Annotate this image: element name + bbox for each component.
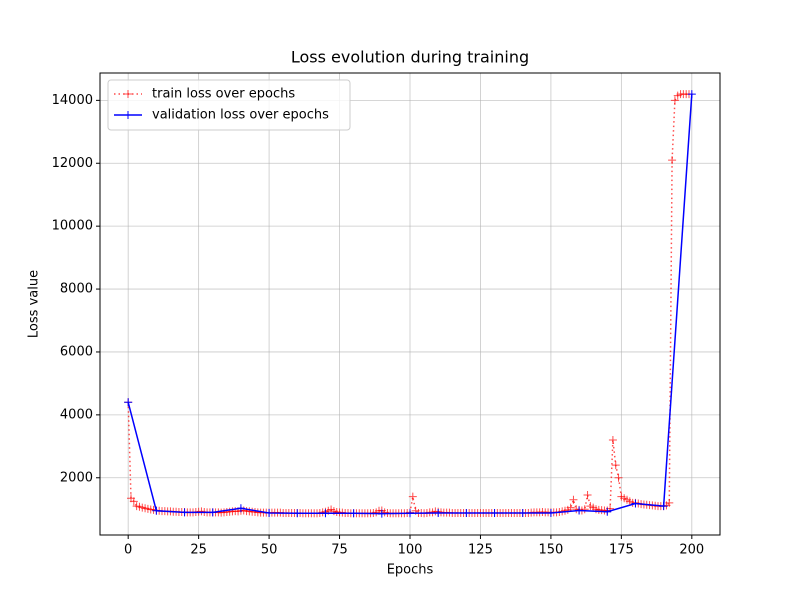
point-marker xyxy=(603,507,612,516)
plot-area xyxy=(124,90,696,518)
point-marker xyxy=(462,508,471,517)
point-marker xyxy=(265,508,274,517)
x-tick-label: 150 xyxy=(538,543,563,558)
point-marker xyxy=(490,508,499,517)
point-marker xyxy=(670,96,679,105)
legend-marker xyxy=(124,90,132,98)
y-tick-label: 6000 xyxy=(60,344,93,359)
y-tick-label: 14000 xyxy=(52,93,93,108)
x-tick-label: 200 xyxy=(679,543,704,558)
point-marker xyxy=(124,398,133,407)
legend-label: validation loss over epochs xyxy=(152,108,329,123)
x-tick-label: 100 xyxy=(398,543,423,558)
point-marker xyxy=(518,508,527,517)
point-marker xyxy=(608,436,617,445)
x-tick-label: 75 xyxy=(331,543,348,558)
point-marker xyxy=(575,506,584,515)
point-marker xyxy=(566,503,575,512)
chart-title: Loss evolution during training xyxy=(291,48,529,67)
x-axis-label: Epochs xyxy=(387,563,434,578)
point-marker xyxy=(569,495,578,504)
y-tick-label: 4000 xyxy=(60,407,93,422)
point-marker xyxy=(180,508,189,517)
x-tick-label: 50 xyxy=(261,543,278,558)
point-marker xyxy=(406,509,414,518)
x-tick-label: 0 xyxy=(124,543,132,558)
point-marker xyxy=(434,508,443,517)
point-marker xyxy=(687,90,696,99)
y-axis-label: Loss value xyxy=(27,270,42,338)
legend-label: train loss over epochs xyxy=(152,87,295,102)
y-tick-label: 10000 xyxy=(52,219,93,234)
point-marker xyxy=(631,499,640,508)
x-tick-label: 125 xyxy=(468,543,493,558)
point-marker xyxy=(129,497,138,506)
y-tick-label: 12000 xyxy=(52,156,93,171)
point-marker xyxy=(208,508,217,517)
x-tick-label: 25 xyxy=(190,543,207,558)
y-tick-label: 8000 xyxy=(60,282,93,297)
point-marker xyxy=(293,509,302,518)
legend-marker xyxy=(124,111,132,119)
point-marker xyxy=(546,508,555,517)
point-marker xyxy=(668,156,677,165)
x-tick-label: 175 xyxy=(609,543,634,558)
point-marker xyxy=(349,509,358,518)
legend: train loss over epochs validation loss ov… xyxy=(107,79,351,131)
point-marker xyxy=(321,509,330,518)
y-tick-label: 2000 xyxy=(60,470,93,485)
legend-box xyxy=(107,79,351,131)
point-marker xyxy=(583,491,592,500)
point-marker xyxy=(377,509,386,518)
point-marker xyxy=(659,502,668,511)
point-marker xyxy=(614,473,623,482)
point-marker xyxy=(611,461,620,470)
point-marker xyxy=(236,504,245,513)
point-marker xyxy=(580,505,589,514)
point-marker xyxy=(408,492,417,501)
point-marker xyxy=(152,506,161,515)
point-marker xyxy=(665,498,674,507)
